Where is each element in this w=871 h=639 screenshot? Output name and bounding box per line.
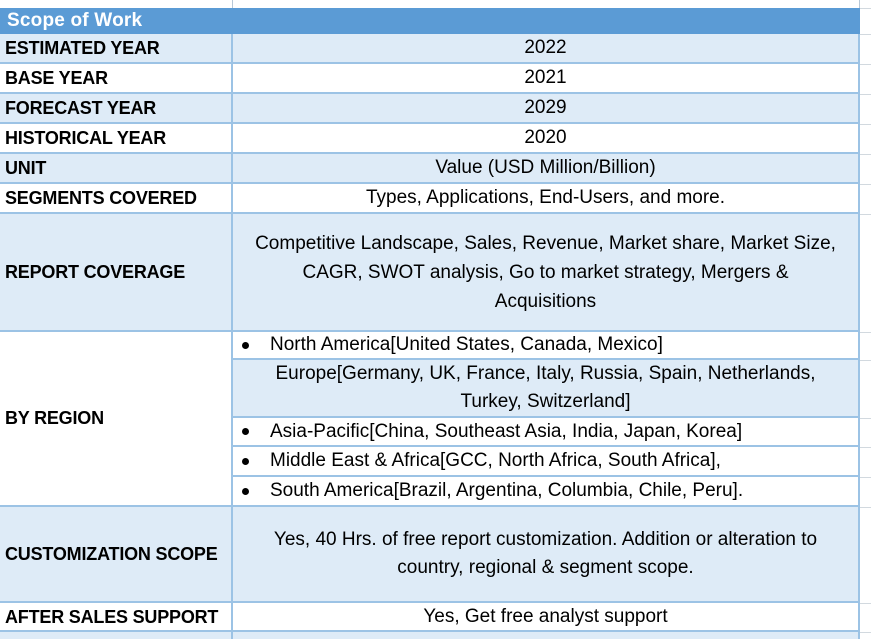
row-value: Competitive Landscape, Sales, Revenue, M… [255,232,836,312]
gridline-vertical [859,0,860,8]
bullet-icon [242,487,249,495]
table-row-after-sales-support: AFTER SALES SUPPORT Yes, Get free analys… [0,603,858,632]
row-value: 2022 [524,37,567,58]
region-text: Middle East & Africa[GCC, North Africa, … [270,450,721,471]
table-row-report-coverage: REPORT COVERAGE Competitive Landscape, S… [0,214,858,332]
region-text: North America[United States, Canada, Mex… [270,334,663,355]
row-label: CUSTOMIZATION SCOPE [0,507,233,601]
gridline-horizontal [860,184,871,185]
row-value [233,632,858,639]
gridline-horizontal [860,603,871,604]
gridline-horizontal [860,34,871,35]
table-row-by-region: BY REGION North America[United States, C… [0,332,858,507]
gridline-vertical [232,0,233,8]
gridline-horizontal [860,64,871,65]
row-label: BASE YEAR [0,64,233,92]
bullet-icon [242,341,249,349]
sheet-gridline-strip [0,0,871,8]
row-value: 2029 [524,97,567,118]
row-value: Yes, Get free analyst support [423,606,668,627]
table-body: ESTIMATED YEAR 2022 BASE YEAR 2021 FOREC… [0,34,860,639]
table-row-historical-year: HISTORICAL YEAR 2020 [0,124,858,154]
row-value: 2020 [524,127,567,148]
region-text: Europe[Germany, UK, France, Italy, Russi… [275,363,816,412]
region-item-europe: Europe[Germany, UK, France, Italy, Russi… [233,360,858,418]
table-title: Scope of Work [7,10,143,31]
gridline-horizontal [860,94,871,95]
row-value: Types, Applications, End-Users, and more… [365,187,726,208]
region-list: North America[United States, Canada, Mex… [233,332,858,505]
row-label: UNIT [0,154,233,182]
row-label: FORECAST YEAR [0,94,233,122]
region-item-middle-east-africa: Middle East & Africa[GCC, North Africa, … [233,447,858,477]
row-label [0,632,233,639]
row-label: REPORT COVERAGE [0,214,233,330]
gridline-horizontal [860,507,871,508]
table-row-partial [0,632,858,639]
row-label: BY REGION [0,332,233,505]
bullet-icon [242,457,249,465]
row-value: Yes, 40 Hrs. of free report customizatio… [273,529,818,578]
table-row-base-year: BASE YEAR 2021 [0,64,858,94]
region-text: Asia-Pacific[China, Southeast Asia, Indi… [270,420,743,442]
table-row-customization-scope: CUSTOMIZATION SCOPE Yes, 40 Hrs. of free… [0,507,858,603]
gridline-horizontal [860,632,871,633]
row-value: 2021 [524,67,567,88]
region-text: South America[Brazil, Argentina, Columbi… [270,480,744,501]
table-row-forecast-year: FORECAST YEAR 2029 [0,94,858,124]
row-label: HISTORICAL YEAR [0,124,233,152]
row-value: Value (USD Million/Billion) [435,157,656,178]
gridline-horizontal [860,332,871,333]
gridline-horizontal [860,360,871,361]
gridline-horizontal [860,214,871,215]
row-label: SEGMENTS COVERED [0,184,233,212]
region-item-north-america: North America[United States, Canada, Mex… [233,332,858,360]
gridline-horizontal [860,8,871,9]
gridline-horizontal [860,154,871,155]
table-row-segments-covered: SEGMENTS COVERED Types, Applications, En… [0,184,858,214]
region-item-asia-pacific: Asia-Pacific[China, Southeast Asia, Indi… [233,418,858,447]
sheet-margin-column [860,0,871,639]
row-label: AFTER SALES SUPPORT [0,603,233,631]
row-label: ESTIMATED YEAR [0,34,233,62]
table-header: Scope of Work [0,8,860,34]
gridline-horizontal [860,447,871,448]
region-item-south-america: South America[Brazil, Argentina, Columbi… [233,477,858,505]
gridline-horizontal [860,477,871,478]
table-row-unit: UNIT Value (USD Million/Billion) [0,154,858,184]
gridline-horizontal [860,418,871,419]
table-row-estimated-year: ESTIMATED YEAR 2022 [0,34,858,64]
gridline-horizontal [860,124,871,125]
bullet-icon [242,428,249,435]
scope-of-work-table: Scope of Work ESTIMATED YEAR 2022 BASE Y… [0,8,860,639]
